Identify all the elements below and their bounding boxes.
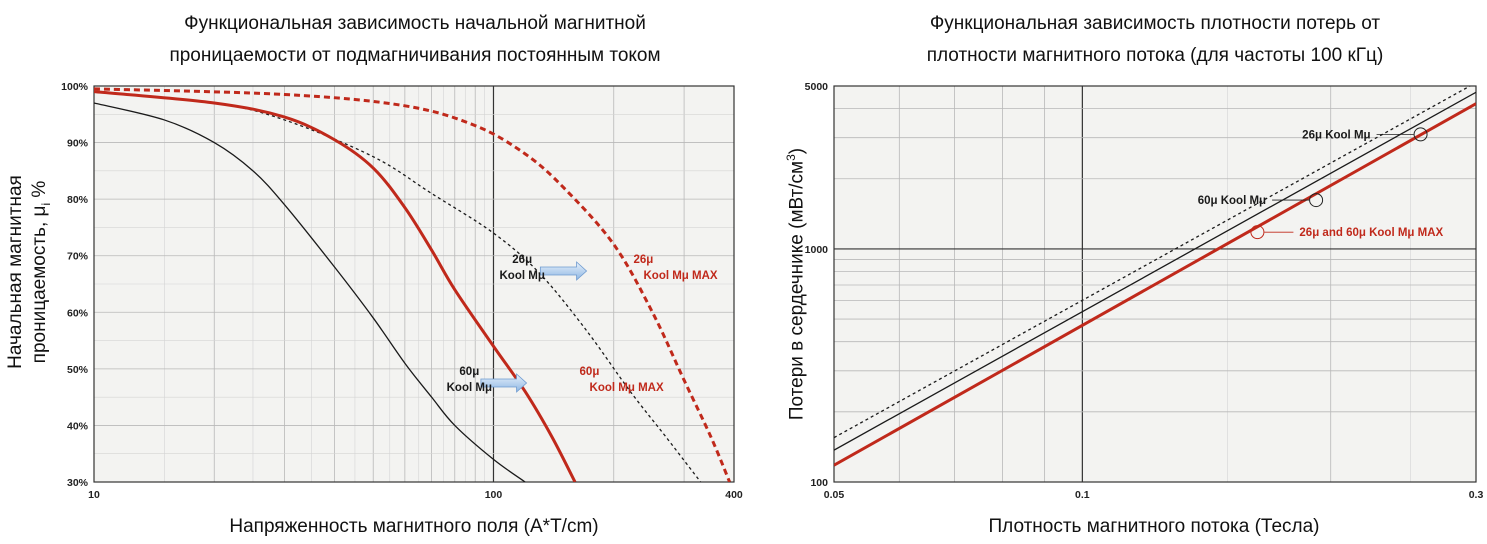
left-annotation-3: 60μ — [580, 366, 600, 378]
right-marker-circle-1 — [1309, 193, 1324, 208]
right-y-tick-label: 5000 — [805, 81, 829, 93]
right-x-tick-label: 0.1 — [1075, 489, 1090, 501]
left-annotation-1: 26μ — [633, 254, 653, 266]
left-y-tick-label: 90% — [67, 138, 89, 150]
left-y-tick-label: 70% — [67, 251, 89, 263]
right-x-tick-label: 0.05 — [824, 489, 845, 501]
left-annotation-2: 60μ — [459, 366, 479, 378]
left-y-tick-label: 60% — [67, 307, 89, 319]
right-marker-circle-2 — [1250, 225, 1265, 240]
left-annotation-0: Kool Mμ — [500, 270, 545, 282]
right-marker-circle-0 — [1413, 127, 1428, 142]
right-series-line-0 — [834, 86, 1471, 439]
right-y-tick-label: 100 — [810, 477, 828, 489]
left-x-axis-label: Напряженность магнитного поля (А*Т/cm) — [229, 516, 599, 537]
left-chart-title: Функциональная зависимость начальной маг… — [60, 8, 770, 72]
right-annotation-label-0: 26μ Kool Mμ — [1302, 129, 1370, 141]
right-title-line2: плотности магнитного потока (для частоты… — [926, 45, 1384, 66]
left-x-tick-label: 100 — [485, 489, 503, 501]
right-x-tick-label: 0.3 — [1469, 489, 1484, 501]
right-y-tick-label: 1000 — [805, 244, 829, 256]
right-series-line-1 — [834, 91, 1476, 451]
left-annotation-1: Kool Mμ MAX — [643, 270, 717, 282]
left-title-line2: проницаемости от подмагничивания постоян… — [169, 45, 661, 66]
left-series-line-3 — [94, 87, 731, 482]
right-annotation-label-2: 26μ and 60μ Kool Mμ MAX — [1299, 227, 1443, 239]
left-x-tick-label: 400 — [725, 489, 743, 501]
left-y-tick-label: 40% — [67, 420, 89, 432]
left-series-line-2 — [94, 90, 577, 482]
left-arrow-26 — [539, 261, 588, 281]
left-annotation-2: Kool Mμ — [447, 382, 492, 394]
right-plot-frame — [833, 85, 1477, 483]
left-arrow-60 — [480, 373, 528, 393]
left-y-tick-label: 80% — [67, 194, 89, 206]
left-series-line-0 — [94, 102, 526, 482]
right-series-line-2 — [834, 102, 1476, 467]
left-plot-frame — [93, 85, 735, 483]
right-title-line1: Функциональная зависимость плотности пот… — [929, 13, 1381, 34]
left-x-tick-label: 10 — [88, 489, 100, 501]
left-annotation-0: 26μ — [512, 254, 532, 266]
right-annotation-label-1: 60μ Kool Mμ — [1198, 195, 1266, 207]
left-title-line1: Функциональная зависимость начальной маг… — [184, 13, 646, 34]
left-y-tick-label: 30% — [67, 477, 89, 489]
right-x-axis-label: Плотность магнитного потока (Тесла) — [988, 516, 1320, 537]
left-y-tick-label: 100% — [61, 81, 89, 93]
left-annotation-3: Kool Mμ MAX — [590, 382, 664, 394]
right-chart-title: Функциональная зависимость плотности пот… — [800, 8, 1487, 72]
left-y-tick-label: 50% — [67, 364, 89, 376]
